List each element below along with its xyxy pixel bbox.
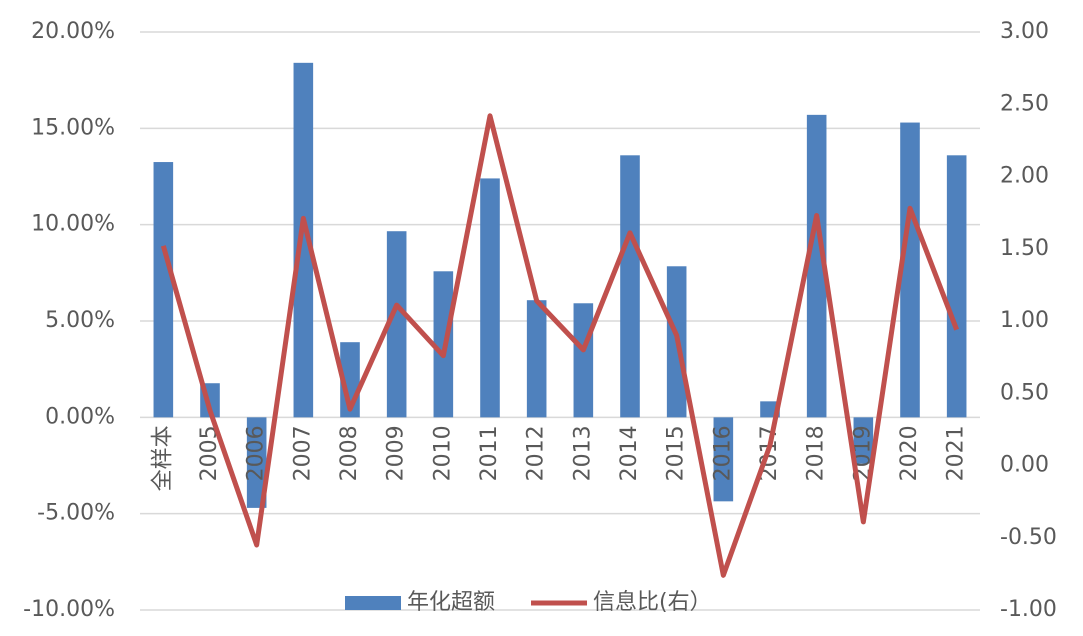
y2-tick-label: 2.00 xyxy=(1000,164,1049,189)
y2-tick-label: -0.50 xyxy=(1000,525,1057,550)
y2-tick-label: 1.00 xyxy=(1000,308,1049,333)
x-tick-label: 2014 xyxy=(617,425,642,481)
y2-tick-label: 0.00 xyxy=(1000,453,1049,478)
bar xyxy=(526,300,547,418)
bar xyxy=(900,122,920,418)
x-tick-label: 全样本 xyxy=(150,425,175,491)
y2-tick-label: -1.00 xyxy=(1000,597,1057,622)
line xyxy=(160,113,960,578)
y-tick-label: 15.00% xyxy=(31,115,115,140)
bar xyxy=(153,162,174,418)
bar xyxy=(713,417,734,502)
bar xyxy=(293,62,314,418)
x-tick-label: 2018 xyxy=(804,425,829,481)
bar xyxy=(480,178,500,418)
y2-tick-label: 0.50 xyxy=(1000,380,1049,405)
x-tick-label: 2007 xyxy=(290,425,315,481)
y-tick-label: -10.00% xyxy=(23,597,115,622)
y-tick-label: 10.00% xyxy=(31,212,115,237)
y-tick-label: 20.00% xyxy=(31,19,115,44)
bar xyxy=(806,114,827,418)
x-tick-label: 2009 xyxy=(384,425,409,481)
x-tick-label: 2010 xyxy=(430,425,455,481)
x-tick-label: 2020 xyxy=(897,425,922,481)
x-tick-label: 2013 xyxy=(570,425,595,481)
y-tick-label: -5.00% xyxy=(37,501,115,526)
bar xyxy=(853,417,874,464)
legend-swatch xyxy=(345,596,401,610)
x-tick-label: 2021 xyxy=(944,425,969,481)
bar xyxy=(573,303,594,418)
y2-tick-label: 3.00 xyxy=(1000,19,1049,44)
bar xyxy=(246,417,267,508)
x-tick-label: 2006 xyxy=(244,425,269,481)
x-tick-label: 2015 xyxy=(664,425,689,481)
x-tick-label: 2011 xyxy=(477,425,502,481)
bar xyxy=(946,155,967,418)
x-tick-label: 2008 xyxy=(337,425,362,481)
bar xyxy=(620,155,640,418)
y-tick-label: 0.00% xyxy=(45,404,115,429)
x-tick-label: 2016 xyxy=(710,425,735,481)
y2-tick-label: 1.50 xyxy=(1000,236,1049,261)
legend-label: 信息比(右） xyxy=(593,590,712,615)
legend-label: 年化超额 xyxy=(407,590,495,615)
y2-tick-label: 2.50 xyxy=(1000,91,1049,116)
x-tick-label: 2012 xyxy=(524,425,549,481)
bar xyxy=(386,231,407,418)
y-tick-label: 5.00% xyxy=(45,308,115,333)
